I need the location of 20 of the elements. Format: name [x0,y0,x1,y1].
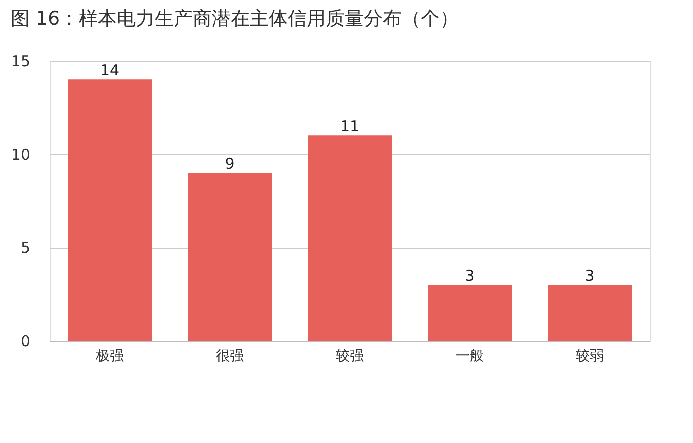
x-tick-label: 极强 [95,348,124,364]
data-label: 14 [100,62,120,80]
bar [308,136,392,341]
bar [548,285,632,341]
x-tick-label: 较强 [336,348,364,364]
bar [188,173,272,341]
bar [68,80,152,341]
y-tick-label: 15 [11,52,30,70]
data-label: 3 [465,267,475,285]
x-tick-label: 一般 [456,348,484,364]
data-label: 9 [225,155,235,173]
y-tick-label: 10 [11,146,30,164]
chart-title: 图 16：样本电力生产商潜在主体信用质量分布（个） [10,8,460,30]
x-tick-label: 很强 [216,348,244,364]
y-tick-label: 0 [20,332,30,350]
bar [428,285,512,341]
x-tick-label: 较弱 [576,348,604,364]
y-tick-label: 5 [20,239,30,258]
data-label: 11 [340,118,360,136]
data-label: 3 [585,267,595,285]
